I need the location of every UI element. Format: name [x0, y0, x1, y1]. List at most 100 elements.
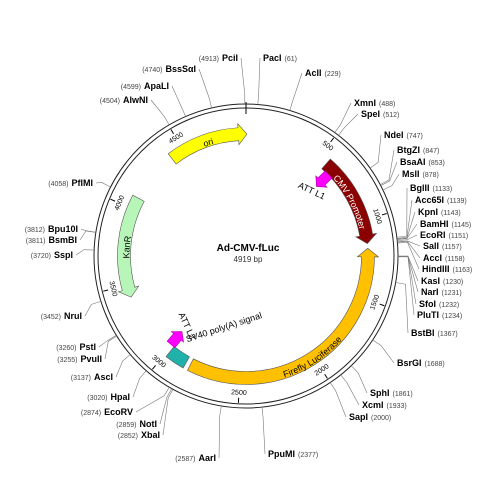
site-pvuii: PvuII(3255): [57, 354, 102, 364]
site-position: (2000): [371, 415, 391, 422]
att-arrow: [315, 170, 333, 188]
feature-label: ori: [202, 136, 215, 149]
site-bglii: BglII (1133): [410, 183, 452, 193]
tick-label: 2500: [231, 389, 247, 397]
site-leader-line: [289, 72, 303, 111]
site-name: BtgZI: [397, 145, 420, 155]
site-name: XmnI: [354, 98, 376, 108]
site-leader-line: [340, 374, 360, 406]
site-ecori: EcoRI (1151): [420, 230, 468, 240]
site-sfoi: SfoI (1232): [419, 299, 459, 309]
site-name: BglII: [410, 183, 430, 193]
site-position: (1933): [387, 403, 407, 410]
tick-mark: [330, 137, 335, 143]
site-position: (1688): [425, 361, 445, 368]
site-pflmi: PflMI (4058): [48, 178, 93, 188]
tick-mark: [103, 289, 109, 292]
site-position: (2859): [116, 422, 136, 429]
site-xbai: XbaI(2852): [118, 430, 160, 440]
site-leader-line: [84, 301, 102, 317]
site-xmni: XmnI (488): [354, 98, 395, 108]
site-bamhi: BamHI (1145): [420, 219, 471, 229]
site-position: (3452): [41, 314, 61, 321]
site-leader-line: [95, 182, 111, 188]
site-name: PstI: [79, 342, 96, 352]
tick-marks: 500 1000 1500 2000 2500 3000 3500 4000 4500: [103, 129, 387, 403]
site-acci: AccI (1158): [423, 253, 465, 263]
site-leader-line: [80, 228, 96, 233]
plasmid-name: Ad-CMV-fLuc: [217, 243, 280, 254]
feature-cmv-promoter: [321, 158, 378, 244]
site-ecorv: EcoRV(2874): [81, 407, 133, 417]
site-xcmi: XcmI (1933): [362, 400, 407, 410]
tick-label: 500: [321, 140, 335, 153]
site-leader-line: [397, 241, 420, 270]
site-name: BsrGI: [397, 358, 422, 368]
site-position: (4504): [100, 98, 120, 105]
site-acc65i: Acc65I (1139): [415, 195, 467, 205]
site-name: XcmI: [362, 400, 384, 410]
site-leader-lines: [75, 57, 421, 459]
site-name: NdeI: [384, 130, 404, 140]
site-name: PacI: [263, 53, 282, 63]
site-name: BsmBI: [48, 235, 77, 245]
site-leader-line: [240, 57, 246, 105]
site-ndei: NdeI (747): [384, 130, 423, 140]
site-name: PluTI: [417, 310, 439, 320]
site-leader-line: [396, 187, 408, 238]
site-name: ApaLI: [144, 81, 169, 91]
site-leader-line: [171, 85, 186, 117]
site-leader-line: [75, 249, 95, 256]
site-sphi: SphI (1861): [370, 388, 413, 398]
site-leader-line: [369, 134, 382, 169]
feature-label: KanR: [121, 235, 133, 259]
site-leader-line: [104, 335, 117, 360]
site-aari: AarI(2587): [175, 453, 216, 463]
site-leader-line: [396, 199, 413, 239]
site-name: SalI: [423, 241, 439, 251]
site-leader-line: [135, 387, 170, 413]
site-position: (878): [423, 172, 439, 179]
site-hpai: HpaI(3020): [87, 392, 130, 402]
feature-label-text: ori: [202, 136, 215, 149]
site-name: BstBI: [411, 328, 435, 338]
site-leader-line: [162, 389, 174, 436]
site-position: (3811): [26, 238, 46, 245]
feature-ori: [167, 122, 248, 165]
site-leader-line: [350, 365, 368, 394]
feature-label: Firefly Luciferase: [282, 334, 344, 379]
site-position: (512): [383, 112, 399, 119]
site-position: (747): [407, 133, 423, 140]
site-bsrgi: BsrGI (1688): [397, 358, 445, 368]
site-position: (3720): [31, 253, 51, 260]
site-leader-line: [132, 370, 147, 398]
site-position: (2377): [298, 452, 318, 459]
site-position: (1861): [393, 391, 413, 398]
site-name: EcoRI: [420, 230, 446, 240]
site-name: NarI: [421, 287, 439, 297]
site-position: (4058): [48, 181, 68, 188]
site-position: (1230): [443, 279, 463, 286]
site-position: (61): [285, 56, 297, 63]
tick-mark: [381, 212, 387, 216]
site-msli: MslI (878): [402, 169, 439, 179]
site-leader-line: [257, 57, 261, 105]
site-position: (1145): [452, 222, 472, 229]
site-name: SpeI: [361, 109, 380, 119]
site-position: (1234): [442, 313, 462, 320]
feature-label-text: Firefly Luciferase: [282, 334, 344, 379]
att-arrow: [166, 331, 184, 349]
att-site-att-l2: [166, 331, 184, 349]
site-leader-line: [397, 211, 416, 240]
site-position: (1139): [447, 198, 467, 205]
site-leader-line: [198, 68, 212, 109]
feature-kanr: [117, 194, 145, 298]
site-alwni: AlwNI(4504): [100, 95, 148, 105]
site-btgzi: BtgZI (847): [397, 145, 439, 155]
tick-label: 3000: [150, 354, 167, 369]
site-position: (1158): [445, 256, 465, 263]
site-leader-line: [397, 234, 418, 242]
tick-mark: [170, 129, 175, 135]
site-position: (3260): [56, 345, 76, 352]
